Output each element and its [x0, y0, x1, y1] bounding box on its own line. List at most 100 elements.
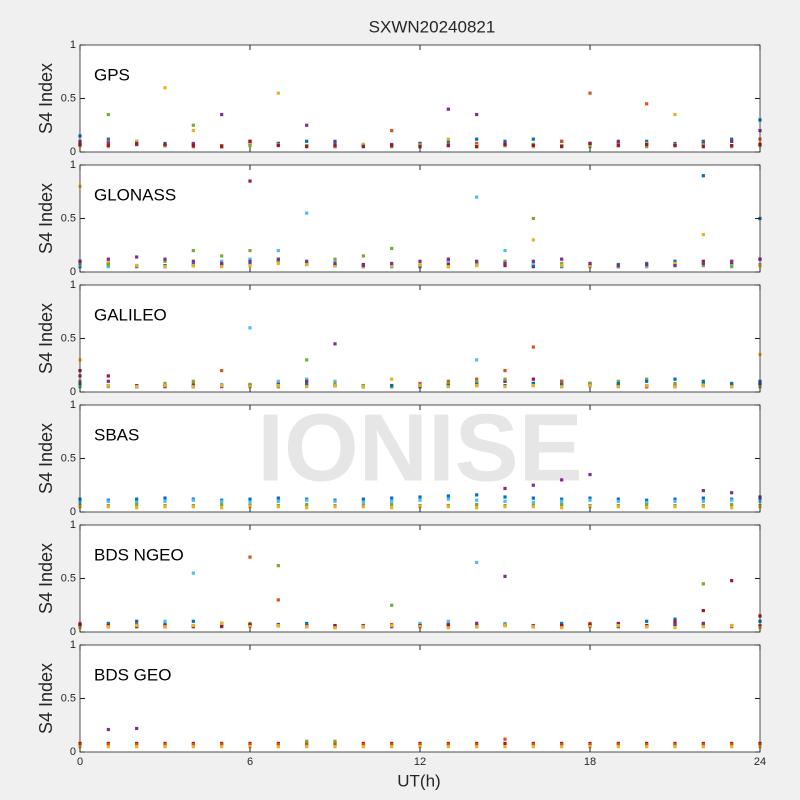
y-tick-label: 1 — [70, 639, 76, 651]
data-point — [106, 383, 110, 388]
data-point — [106, 625, 110, 629]
data-point — [333, 626, 337, 630]
data-point — [191, 623, 195, 628]
data-point — [645, 745, 649, 749]
data-point — [588, 742, 592, 747]
data-point — [730, 261, 734, 266]
data-point — [560, 506, 564, 510]
data-point — [333, 742, 337, 747]
y-axis-label: S4 Index — [36, 303, 56, 374]
data-point — [503, 385, 507, 389]
figure-title: SXWN20240821 — [369, 17, 496, 36]
data-point — [305, 625, 309, 629]
data-point — [163, 259, 167, 263]
data-point — [163, 505, 167, 509]
y-axis-label: S4 Index — [36, 423, 56, 494]
data-point — [333, 623, 337, 628]
data-point — [191, 263, 195, 268]
data-point — [390, 603, 394, 607]
data-point — [135, 263, 139, 268]
data-point — [503, 379, 507, 383]
data-point — [531, 742, 535, 747]
data-point — [645, 102, 649, 106]
data-point — [305, 358, 309, 362]
data-point — [701, 582, 705, 586]
data-point — [730, 143, 734, 148]
data-point — [135, 497, 139, 501]
data-point — [276, 249, 280, 253]
data-point — [446, 107, 450, 111]
data-point — [390, 502, 394, 507]
data-point — [390, 129, 394, 133]
y-tick-label: 1 — [70, 399, 76, 411]
data-point — [390, 246, 394, 251]
data-point — [475, 745, 479, 749]
plot-area — [80, 45, 760, 152]
data-point — [305, 502, 309, 507]
data-point — [475, 112, 479, 117]
data-point — [276, 261, 280, 266]
data-point — [248, 497, 252, 501]
data-point — [163, 619, 167, 623]
panel-label: SBAS — [94, 425, 139, 444]
data-point — [531, 345, 535, 349]
data-point — [560, 502, 564, 507]
data-point — [673, 259, 677, 263]
data-point — [276, 143, 280, 148]
data-point — [616, 141, 620, 146]
data-point — [106, 379, 110, 383]
data-point — [418, 145, 422, 149]
plot-area — [80, 285, 760, 392]
data-point — [588, 745, 592, 749]
data-point — [220, 265, 224, 269]
data-point — [446, 265, 450, 269]
data-point — [106, 621, 110, 626]
data-point — [220, 506, 224, 510]
data-point — [616, 742, 620, 747]
data-point — [333, 505, 337, 509]
data-point — [163, 745, 167, 749]
data-point — [730, 579, 734, 583]
data-point — [305, 377, 309, 381]
data-point — [220, 499, 224, 503]
data-point — [333, 342, 337, 346]
data-point — [276, 259, 280, 263]
plot-area — [80, 165, 760, 272]
data-point — [446, 494, 450, 498]
data-point — [616, 379, 620, 383]
data-point — [673, 505, 677, 509]
data-point — [531, 625, 535, 629]
data-point — [191, 385, 195, 389]
data-point — [673, 499, 677, 503]
y-tick-label: 0.5 — [61, 692, 76, 704]
data-point — [248, 625, 252, 629]
data-point — [248, 745, 252, 749]
data-point — [588, 91, 592, 95]
data-point — [475, 379, 479, 383]
data-point — [730, 265, 734, 269]
data-point — [645, 506, 649, 510]
panel-label: BDS NGEO — [94, 545, 184, 564]
data-point — [701, 174, 705, 178]
data-point — [531, 745, 535, 749]
data-point — [475, 145, 479, 149]
data-point — [305, 145, 309, 149]
data-point — [531, 496, 535, 500]
data-point — [730, 498, 734, 502]
data-point — [673, 497, 677, 501]
data-point — [730, 502, 734, 507]
data-point — [276, 257, 280, 261]
data-point — [475, 625, 479, 629]
data-point — [418, 262, 422, 267]
data-point — [616, 499, 620, 503]
data-point — [673, 622, 677, 627]
data-point — [730, 491, 734, 495]
y-tick-label: 0 — [70, 626, 76, 638]
data-point — [361, 385, 365, 389]
data-point — [305, 123, 309, 127]
data-point — [531, 500, 535, 504]
data-point — [531, 377, 535, 381]
panel-label: GLONASS — [94, 185, 176, 204]
data-point — [248, 139, 252, 143]
